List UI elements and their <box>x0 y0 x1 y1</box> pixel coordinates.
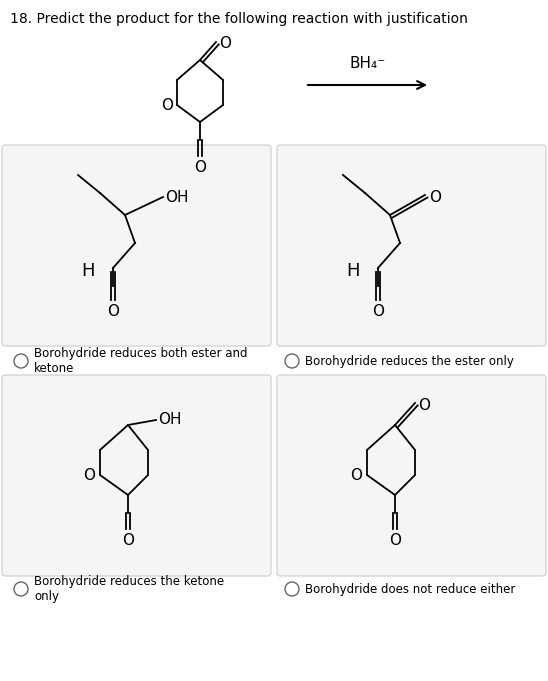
Text: O: O <box>350 467 362 483</box>
FancyBboxPatch shape <box>277 375 546 576</box>
Text: O: O <box>418 398 430 413</box>
FancyBboxPatch shape <box>277 145 546 346</box>
Text: O: O <box>389 533 401 548</box>
Text: H: H <box>346 262 360 280</box>
Text: BH₄⁻: BH₄⁻ <box>350 56 386 71</box>
Text: O: O <box>372 304 384 319</box>
Text: Borohydride reduces the ketone
only: Borohydride reduces the ketone only <box>34 575 224 603</box>
Text: O: O <box>161 97 173 112</box>
FancyBboxPatch shape <box>2 375 271 576</box>
FancyBboxPatch shape <box>2 145 271 346</box>
Text: Borohydride does not reduce either: Borohydride does not reduce either <box>305 582 515 595</box>
Text: Borohydride reduces the ester only: Borohydride reduces the ester only <box>305 355 514 368</box>
Text: H: H <box>82 262 95 280</box>
Text: OH: OH <box>158 413 181 428</box>
Text: Borohydride reduces both ester and
ketone: Borohydride reduces both ester and keton… <box>34 347 248 375</box>
Text: OH: OH <box>165 189 189 204</box>
Text: O: O <box>194 160 206 175</box>
Text: O: O <box>122 533 134 548</box>
Text: O: O <box>107 304 119 319</box>
Text: O: O <box>219 37 231 52</box>
Text: 18. Predict the product for the following reaction with justification: 18. Predict the product for the followin… <box>10 12 468 26</box>
Text: O: O <box>429 189 441 204</box>
Text: O: O <box>83 467 95 483</box>
